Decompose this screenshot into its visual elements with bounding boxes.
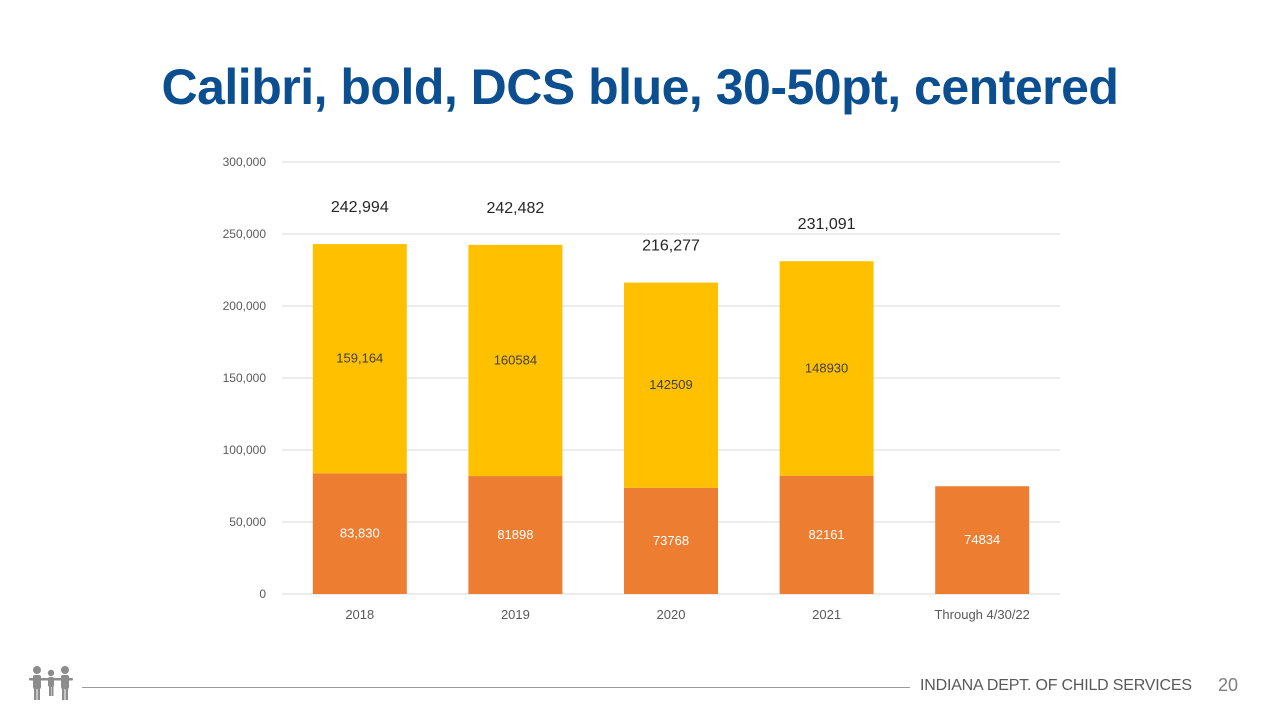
y-tick-label: 50,000 xyxy=(229,515,266,529)
bar-data-label: 74834 xyxy=(964,532,1000,547)
y-tick-label: 0 xyxy=(259,587,266,601)
bar-segment xyxy=(779,261,874,476)
x-tick-label: 2018 xyxy=(345,607,374,622)
bar-data-label: 148930 xyxy=(805,360,848,375)
bar-segment xyxy=(779,475,874,594)
x-tick-label: 2021 xyxy=(812,607,841,622)
footer-divider xyxy=(82,687,910,688)
bar-data-label: 73768 xyxy=(653,533,689,548)
footer-organization-name: INDIANA DEPT. OF CHILD SERVICES xyxy=(920,677,1192,694)
x-tick-label: 2020 xyxy=(657,607,686,622)
y-tick-label: 150,000 xyxy=(223,371,267,385)
x-tick-label: Through 4/30/22 xyxy=(934,607,1029,622)
y-tick-label: 200,000 xyxy=(223,299,267,313)
total-label: 216,277 xyxy=(642,238,700,255)
bar-segment xyxy=(312,473,407,594)
y-tick-label: 250,000 xyxy=(223,227,267,241)
total-label: 242,994 xyxy=(331,199,389,216)
y-tick-label: 300,000 xyxy=(223,155,267,169)
bar-segment xyxy=(624,487,718,594)
total-label: 242,482 xyxy=(486,200,544,217)
bar-segment xyxy=(935,486,1030,594)
family-figures-icon xyxy=(29,666,73,700)
bar-segment xyxy=(468,476,563,594)
bar-data-label: 159,164 xyxy=(336,351,383,366)
total-label: 231,091 xyxy=(798,216,856,233)
y-tick-label: 100,000 xyxy=(223,443,267,457)
bar-data-label: 83,830 xyxy=(340,526,380,541)
bar-data-label: 81898 xyxy=(497,527,533,542)
slide-title: Calibri, bold, DCS blue, 30-50pt, center… xyxy=(161,59,1119,115)
bar-segment xyxy=(468,244,563,477)
bar-data-label: 142509 xyxy=(649,377,692,392)
bar-data-label: 82161 xyxy=(809,527,845,542)
bar-data-label: 160584 xyxy=(494,352,537,367)
page-number: 20 xyxy=(1218,675,1239,695)
x-tick-label: 2019 xyxy=(501,607,530,622)
bar-segment xyxy=(312,244,407,474)
bar-segment xyxy=(624,282,718,488)
